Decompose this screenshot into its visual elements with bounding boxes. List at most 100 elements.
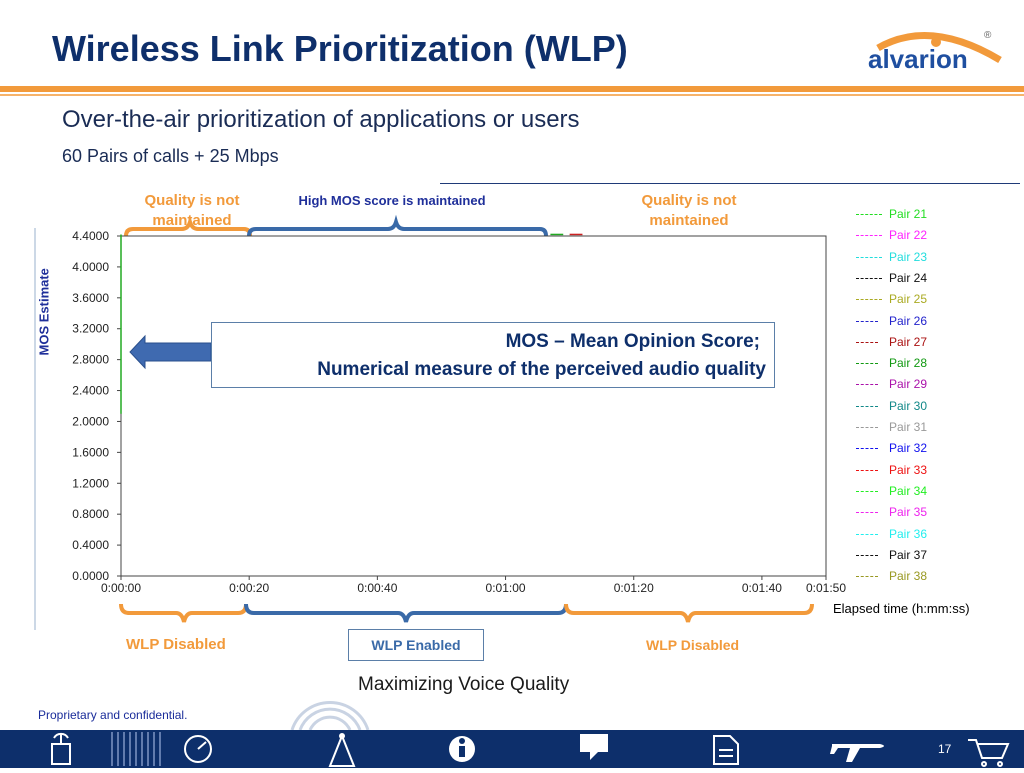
footer-icons bbox=[51, 732, 1010, 767]
quality-left-line2: maintained bbox=[152, 212, 232, 229]
legend-swatch bbox=[856, 363, 878, 365]
legend-swatch bbox=[856, 277, 882, 279]
y-tick-label: 2.4000 bbox=[72, 384, 109, 398]
quality-left-line1: Quality is not bbox=[144, 192, 240, 209]
legend-item: Pair 21 bbox=[852, 205, 1002, 225]
wlp-enabled-box: WLP Enabled bbox=[348, 629, 484, 661]
legend-item: Pair 22 bbox=[852, 226, 1002, 246]
legend-item: Pair 31 bbox=[852, 418, 1002, 438]
y-tick-label: 3.6000 bbox=[72, 291, 109, 305]
x-tick-label: 0:01:50 bbox=[806, 581, 846, 595]
x-tick-label: 0:01:40 bbox=[742, 581, 782, 595]
antenna-icon bbox=[328, 733, 356, 767]
legend-item: Pair 24 bbox=[852, 269, 1002, 289]
legend-swatch bbox=[856, 235, 882, 237]
y-tick-label: 0.4000 bbox=[72, 538, 109, 552]
legend-item: Pair 34 bbox=[852, 482, 1002, 502]
legend-swatch bbox=[856, 448, 878, 450]
legend-swatch bbox=[856, 405, 878, 407]
legend-swatch bbox=[856, 320, 878, 322]
legend-label: Pair 25 bbox=[889, 292, 928, 307]
wlp-disabled-right: WLP Disabled bbox=[646, 637, 740, 653]
quality-right-line2: maintained bbox=[649, 212, 729, 229]
legend-item: Pair 36 bbox=[852, 525, 1002, 545]
legend-label: Pair 21 bbox=[889, 207, 928, 221]
airplane-icon bbox=[830, 744, 884, 762]
legend-label: Pair 33 bbox=[889, 462, 928, 477]
series-traces bbox=[120, 233, 583, 414]
legend-item: Pair 38 bbox=[852, 567, 1002, 587]
legend-swatch bbox=[856, 299, 882, 301]
legend-swatch bbox=[856, 576, 878, 578]
legend-swatch bbox=[856, 214, 882, 215]
y-tick-label: 2.8000 bbox=[72, 353, 109, 367]
header-rule bbox=[0, 86, 1024, 92]
slide-subtitle: Over-the-air prioritization of applicati… bbox=[62, 106, 580, 133]
proprietary-notice: Proprietary and confidential. bbox=[38, 708, 188, 722]
logo-text: alvarion bbox=[868, 44, 968, 74]
legend-item: Pair 28 bbox=[852, 354, 1002, 374]
y-tick-label: 3.2000 bbox=[72, 322, 109, 336]
cart-icon bbox=[968, 739, 1010, 767]
legend-item: Pair 23 bbox=[852, 248, 1002, 268]
arrow-left-icon bbox=[129, 334, 212, 370]
legend-swatch bbox=[856, 490, 878, 492]
legend-swatch bbox=[856, 469, 878, 471]
legend-item: Pair 35 bbox=[852, 503, 1002, 523]
legend-label: Pair 34 bbox=[889, 483, 928, 498]
y-ticks: 0.0000 0.4000 0.8000 1.2000 1.6000 2.0000 2.40… bbox=[72, 229, 121, 583]
callout-line2: Numerical measure of the perceived audio… bbox=[317, 359, 766, 380]
gauge-icon bbox=[184, 735, 212, 763]
callout-line1: MOS – Mean Opinion Score; bbox=[505, 331, 760, 352]
legend-label: Pair 37 bbox=[889, 547, 928, 562]
y-tick-label: 0.8000 bbox=[72, 507, 109, 521]
brace-bottom-left bbox=[119, 603, 248, 623]
legend-label: Pair 27 bbox=[889, 334, 928, 349]
legend-label: Pair 22 bbox=[889, 228, 928, 243]
brand-logo: alvarion ® bbox=[868, 30, 1002, 74]
y-tick-label: 4.0000 bbox=[72, 260, 109, 274]
x-tick-label: 0:00:20 bbox=[229, 581, 269, 595]
y-tick-label: 0.0000 bbox=[72, 569, 109, 583]
subtitle-rule bbox=[440, 183, 1020, 184]
legend-item: Pair 30 bbox=[852, 397, 1002, 417]
y-tick-label: 2.0000 bbox=[72, 414, 109, 428]
legend-item: Pair 26 bbox=[852, 312, 1002, 332]
legend-item: Pair 33 bbox=[852, 461, 1002, 481]
legend-swatch bbox=[856, 256, 882, 258]
legend-label: Pair 28 bbox=[889, 356, 928, 371]
plot-area bbox=[120, 235, 827, 577]
brace-bottom-right bbox=[564, 603, 814, 623]
x-axis-label: Elapsed time (h:mm:ss) bbox=[833, 601, 970, 616]
footer-bar bbox=[0, 730, 1024, 768]
quality-right-line1: Quality is not bbox=[641, 192, 737, 209]
wifi-tower-icon bbox=[51, 732, 71, 765]
y-tick-label: 1.6000 bbox=[72, 445, 109, 459]
legend-swatch bbox=[856, 512, 878, 514]
x-tick-label: 0:01:20 bbox=[614, 581, 654, 595]
legend-label: Pair 35 bbox=[889, 505, 928, 520]
y-axis-label: MOS Estimate bbox=[36, 268, 52, 356]
brace-top-middle bbox=[247, 214, 548, 237]
info-icon bbox=[449, 736, 475, 762]
legend-item: Pair 29 bbox=[852, 375, 1002, 395]
y-tick-label: 1.2000 bbox=[72, 476, 109, 490]
slide-caption: Maximizing Voice Quality bbox=[358, 674, 570, 695]
high-mos-note: High MOS score is maintained bbox=[298, 193, 486, 208]
logo-mark: ® bbox=[984, 30, 992, 41]
x-ticks: 0:00:00 0:00:20 0:00:40 0:01:00 0:01:20 0:01:… bbox=[101, 576, 846, 595]
quality-not-maintained-right: Quality is not maintained bbox=[626, 191, 752, 231]
legend-label: Pair 26 bbox=[889, 313, 928, 328]
brace-top-left bbox=[124, 214, 252, 237]
document-icon bbox=[713, 735, 739, 765]
x-tick-label: 0:00:40 bbox=[357, 581, 397, 595]
legend-label: Pair 24 bbox=[889, 270, 928, 285]
legend-item: Pair 37 bbox=[852, 546, 1002, 566]
quality-not-maintained-left: Quality is not maintained bbox=[132, 191, 252, 231]
legend-item: Pair 32 bbox=[852, 439, 1002, 459]
page-number: 17 bbox=[938, 742, 952, 756]
wifi-waves-icon bbox=[290, 700, 370, 731]
legend-label: Pair 32 bbox=[889, 441, 928, 456]
legend-label: Pair 31 bbox=[889, 420, 928, 434]
legend-label: Pair 36 bbox=[889, 526, 928, 541]
